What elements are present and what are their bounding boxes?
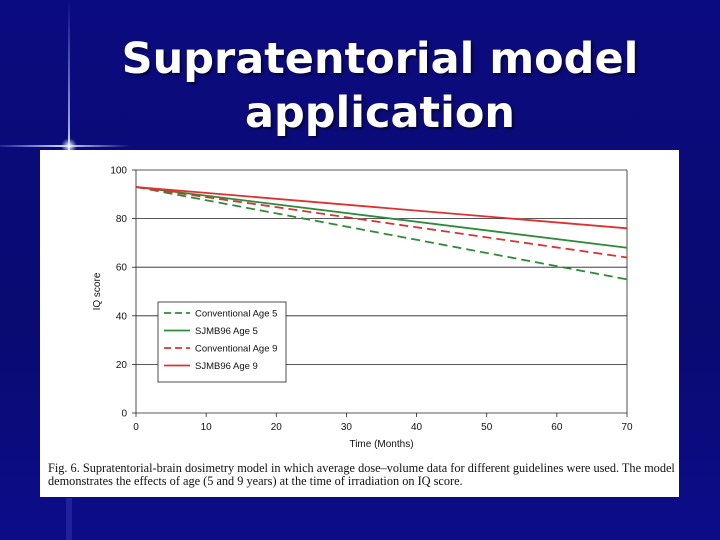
iq-score-chart: 0 20 40 60 80 100 0 10 20 30 40 50 60 70 Time (Months)… <box>92 166 633 451</box>
decorative-band <box>66 498 72 540</box>
y-axis-title: IQ score <box>92 272 103 310</box>
legend-label-3: Conventional Age 9 <box>195 344 277 355</box>
y-tick-label: 40 <box>116 311 128 322</box>
x-tick-label: 10 <box>201 422 213 433</box>
x-tick-label: 0 <box>133 422 139 433</box>
x-tick-label: 60 <box>551 422 563 433</box>
x-tick-label: 30 <box>341 422 353 433</box>
series-line-2 <box>135 186 628 249</box>
series-line-4 <box>135 186 628 230</box>
slide-title: Supratentorial model application <box>90 32 670 140</box>
legend-label-2: SJMB96 Age 5 <box>195 326 258 337</box>
legend-label-1: Conventional Age 5 <box>195 309 277 320</box>
y-tick-label: 20 <box>116 360 128 371</box>
legend-box <box>157 301 287 383</box>
y-tick-label: 80 <box>116 214 128 225</box>
slide-title-line-2: application <box>244 88 515 138</box>
figure-panel: 0 20 40 60 80 100 0 10 20 30 40 50 60 70 Time (Months)… <box>40 150 679 497</box>
x-tick-label: 20 <box>271 422 283 433</box>
x-axis-title: Time (Months) <box>349 439 413 450</box>
series-line-3 <box>135 186 628 259</box>
decorative-vertical-line <box>68 0 70 150</box>
slide-title-line-1: Supratentorial model <box>121 34 639 84</box>
y-tick-label: 60 <box>116 263 128 274</box>
legend-label-4: SJMB96 Age 9 <box>195 361 258 372</box>
y-tick-label: 0 <box>121 409 127 420</box>
series-line-1 <box>135 186 628 281</box>
figure-caption: Fig. 6. Supratentorial-brain dosimetry m… <box>48 461 675 488</box>
x-tick-label: 40 <box>411 422 423 433</box>
x-tick-label: 70 <box>621 422 633 433</box>
y-tick-label: 100 <box>110 166 127 177</box>
x-tick-label: 50 <box>481 422 493 433</box>
